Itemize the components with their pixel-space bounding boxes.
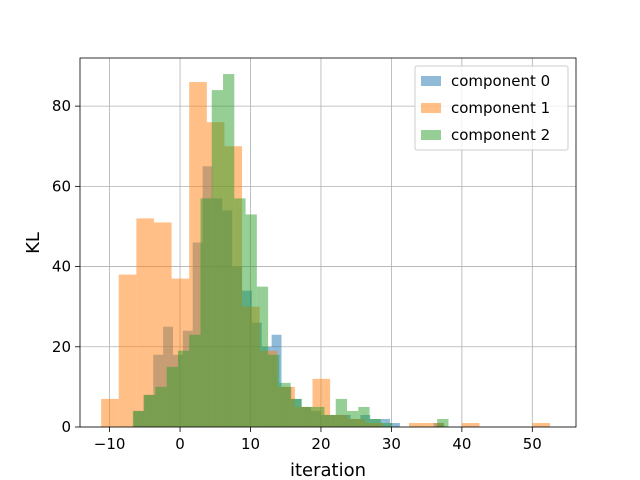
legend-label: component 2: [451, 126, 550, 144]
histogram-bar: [426, 422, 445, 427]
histogram-bar: [437, 418, 449, 427]
legend: component 0 component 1 component 2: [414, 65, 569, 151]
histogram-bar: [189, 334, 201, 427]
x-tick-label: 20: [311, 435, 330, 453]
plot-area-frame: [79, 57, 577, 428]
legend-box: [414, 65, 569, 151]
histogram-bar: [335, 398, 348, 427]
histogram-bar: [390, 422, 400, 427]
histogram-bar: [324, 414, 336, 427]
histogram-bar: [200, 198, 212, 427]
histogram-bar: [301, 406, 314, 427]
histogram-bar: [256, 286, 269, 427]
histogram-bar: [136, 218, 154, 427]
x-tick-label: 50: [523, 435, 542, 453]
x-tick-label: 40: [452, 435, 471, 453]
axis-ticks: −10 0 10 20 30 40 50 0 20 40 60 80: [52, 97, 542, 453]
histogram-bar: [166, 366, 178, 427]
legend-label: component 1: [451, 99, 550, 117]
x-tick-label: −10: [94, 435, 126, 453]
histogram-bar: [118, 274, 137, 427]
histogram-bar: [532, 422, 550, 427]
histogram-bar: [211, 90, 224, 427]
x-tick-label: 30: [382, 435, 401, 453]
x-tick-label: 10: [241, 435, 260, 453]
histogram-bar: [461, 422, 480, 427]
legend-swatch: [421, 76, 441, 86]
y-axis-label: KL: [23, 232, 44, 254]
histogram-bar: [223, 74, 235, 427]
histogram-bar: [155, 386, 167, 427]
histogram-bar: [245, 214, 257, 427]
x-tick-label: 0: [175, 435, 185, 453]
histogram-bars: [101, 74, 550, 428]
histogram-bar: [290, 398, 302, 427]
y-tick-label: 20: [52, 338, 71, 356]
histogram-bar: [268, 354, 280, 427]
histogram-bar: [358, 406, 370, 427]
histogram-bar: [347, 410, 359, 427]
histogram-bar: [101, 398, 119, 427]
histogram-bar: [177, 350, 190, 427]
series-2-bars: [132, 74, 449, 427]
histogram-bar: [279, 382, 291, 427]
y-tick-label: 60: [52, 177, 71, 195]
histogram-bar: [369, 418, 381, 427]
y-tick-label: 40: [52, 258, 71, 276]
legend-swatch: [421, 130, 441, 140]
histogram-bar: [132, 410, 145, 427]
legend-label: component 0: [451, 72, 550, 90]
histogram-bar: [313, 406, 325, 427]
histogram-bar: [380, 422, 393, 427]
histogram-bar: [144, 394, 156, 427]
histogram-bar: [234, 198, 246, 427]
histogram-bar: [409, 422, 427, 427]
x-axis-label: iteration: [290, 460, 366, 480]
legend-swatch: [421, 103, 441, 113]
y-tick-label: 0: [61, 418, 71, 436]
y-tick-label: 80: [52, 97, 71, 115]
